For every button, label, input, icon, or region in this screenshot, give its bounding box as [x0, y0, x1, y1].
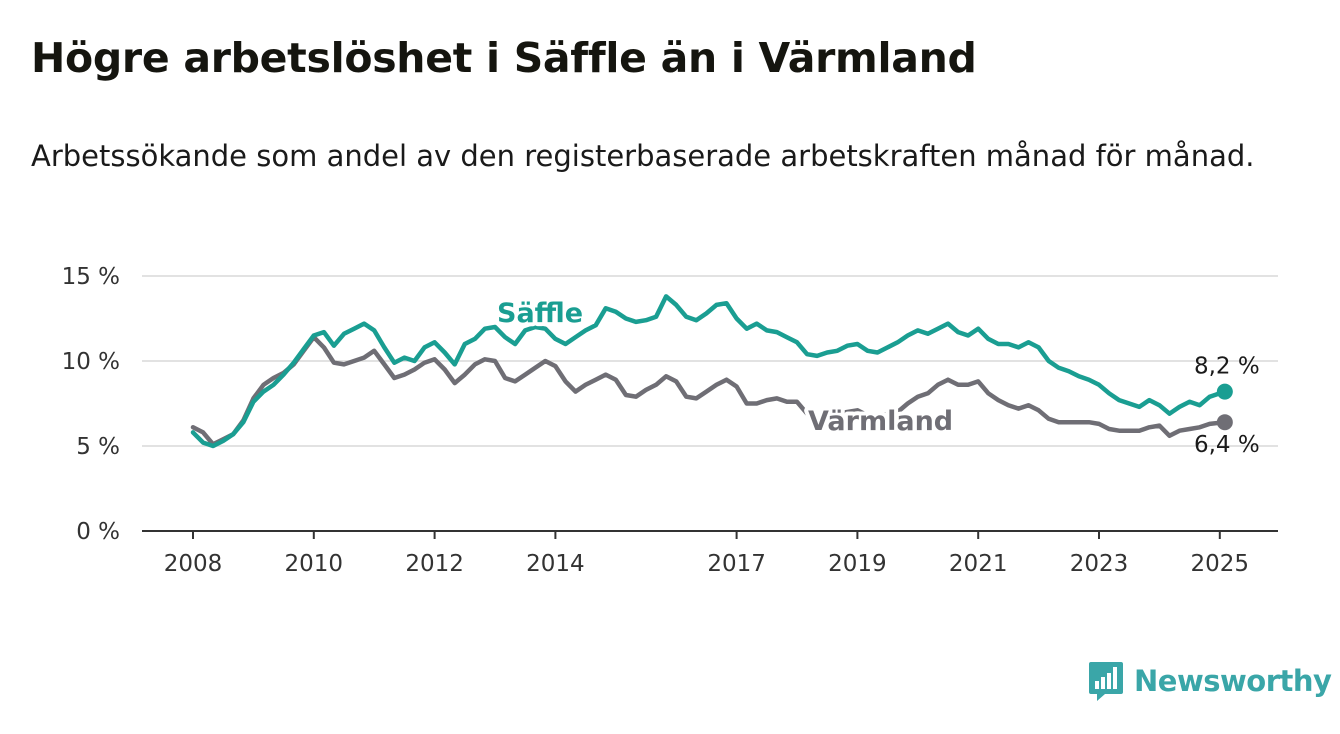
y-tick-label: 0 %: [76, 519, 120, 545]
end-point-saffle: [1216, 383, 1233, 400]
newsworthy-logo: Newsworthy: [1088, 660, 1332, 702]
x-tick-label: 2021: [949, 551, 1008, 577]
chart-subtitle: Arbetssökande som andel av den registerb…: [31, 139, 1255, 173]
series-labels: Säffle Värmland 8,2 % 6,4 %: [493, 294, 1260, 458]
x-tick-label: 2008: [164, 551, 223, 577]
series-line-värmland: [190, 334, 1228, 447]
x-tick-label: 2010: [285, 551, 344, 577]
series-lines: [190, 294, 1228, 449]
logo-text: Newsworthy: [1134, 664, 1332, 698]
x-tick-label: 2019: [828, 551, 887, 577]
series-label-saffle: Säffle: [497, 298, 583, 329]
end-value-label-saffle: 8,2 %: [1194, 354, 1260, 380]
x-tick-label: 2012: [405, 551, 464, 577]
y-axis-ticks: 0 % 5 % 10 % 15 %: [62, 264, 120, 545]
x-tick-label: 2017: [707, 551, 766, 577]
y-tick-label: 5 %: [76, 434, 120, 460]
end-point-varmland: [1216, 414, 1233, 431]
series-label-varmland: Värmland: [808, 406, 953, 437]
series-line-säffle: [190, 294, 1228, 449]
y-tick-label: 10 %: [62, 349, 120, 375]
x-tick-label: 2014: [526, 551, 585, 577]
chart-title: Högre arbetslöshet i Säffle än i Värmlan…: [31, 34, 977, 82]
x-tick-label: 2025: [1191, 551, 1250, 577]
y-tick-label: 15 %: [62, 264, 120, 290]
bar-chart-icon: [1089, 662, 1123, 701]
grid-lines: [142, 275, 1278, 447]
x-tick-label: 2023: [1070, 551, 1129, 577]
end-value-label-varmland: 6,4 %: [1194, 432, 1260, 458]
x-axis: 2008 2010 2012 2014 2017 2019 2021 2023 2025: [142, 530, 1278, 577]
